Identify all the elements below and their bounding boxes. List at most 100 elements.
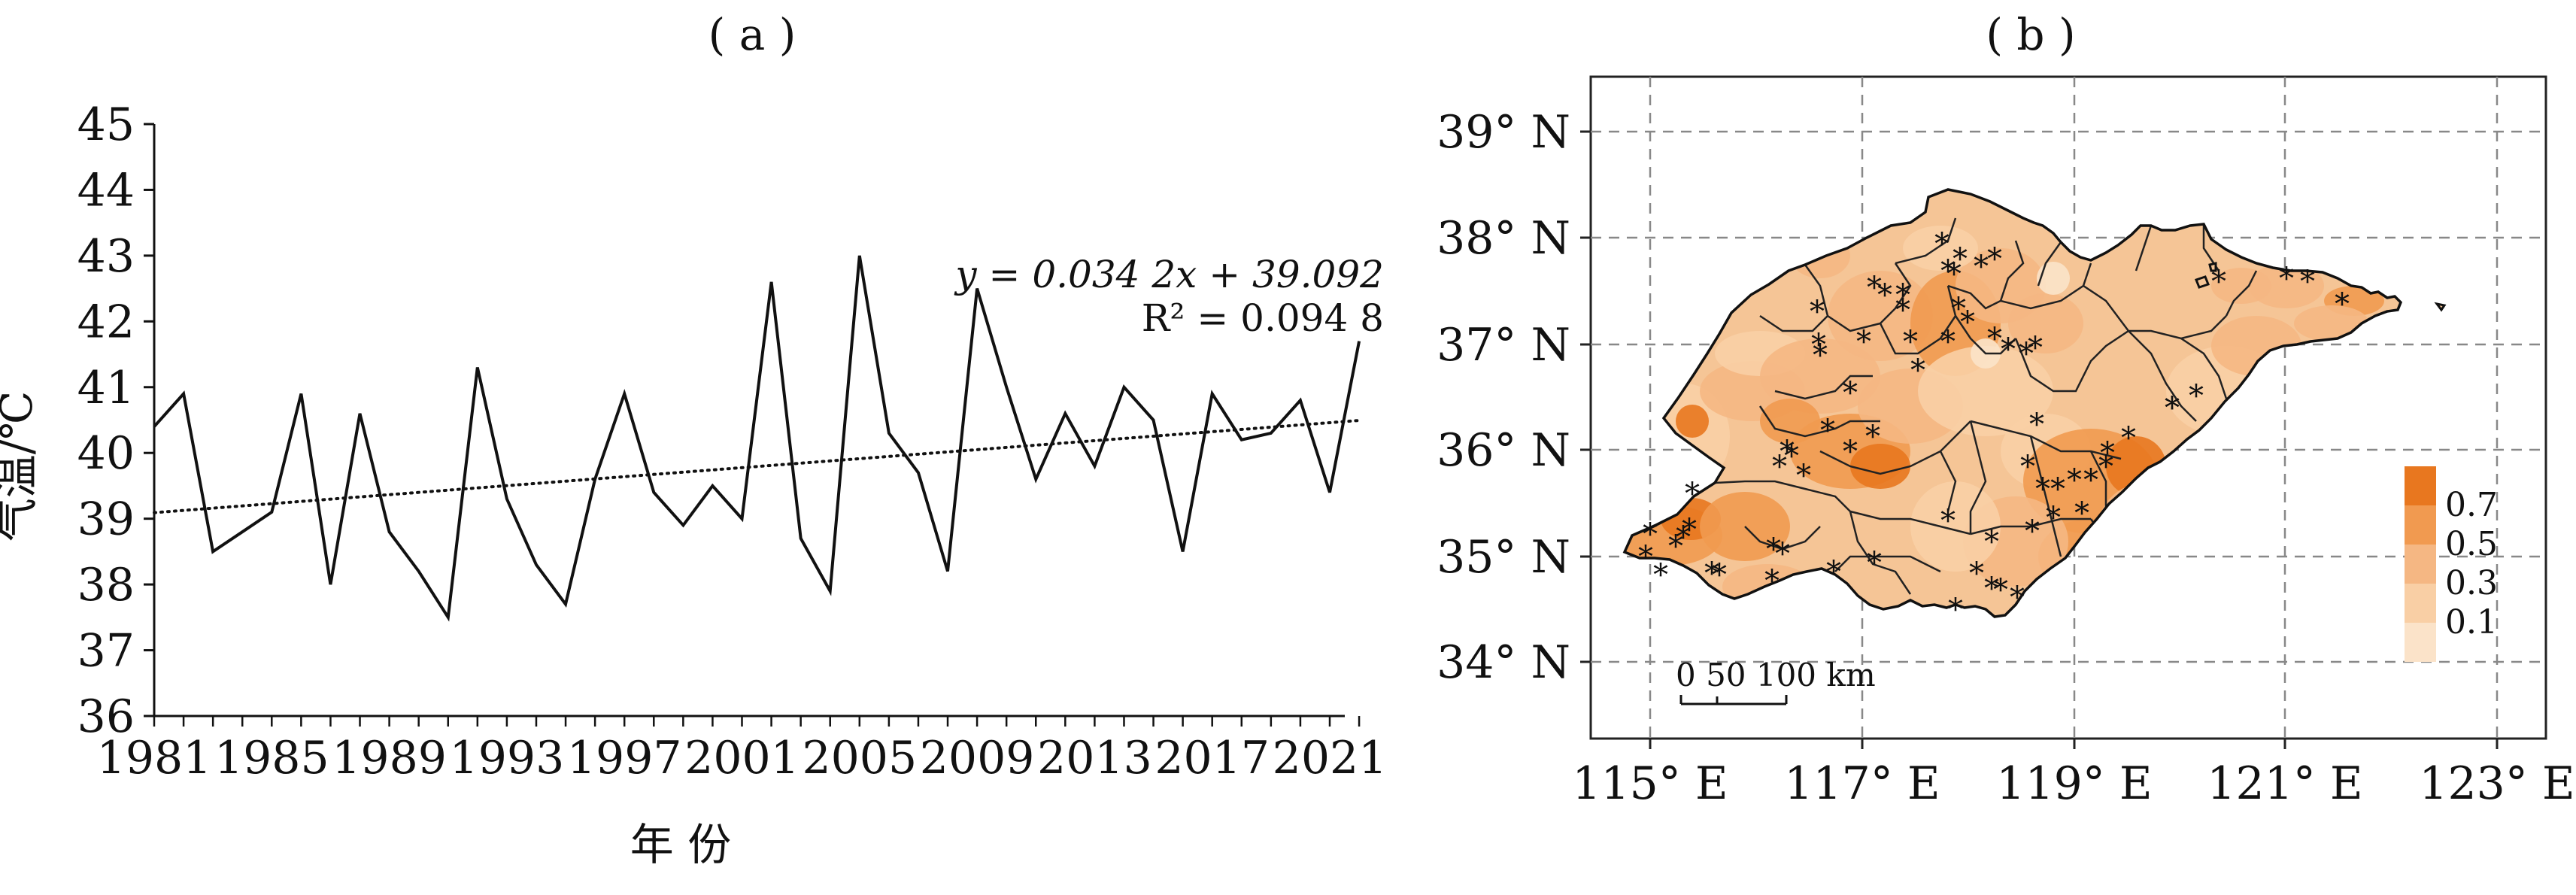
legend-label: 0.7 — [2445, 486, 2498, 524]
value-patch — [1676, 405, 1709, 438]
y-tick-label: 39 — [77, 493, 135, 546]
x-tick-label: 1989 — [332, 732, 447, 784]
x-tick-label: 2021 — [1273, 732, 1388, 784]
y-tick-label: 42 — [77, 296, 135, 348]
significance-marker: * — [1784, 439, 1799, 474]
significance-marker: * — [2121, 421, 2136, 456]
significance-marker: * — [2098, 450, 2113, 484]
significance-marker: * — [1903, 325, 1918, 360]
legend-swatch — [2405, 584, 2436, 623]
x-tick-label: 1997 — [567, 732, 682, 784]
islands — [2195, 262, 2447, 312]
y-axis-title: 气温/℃ — [0, 391, 42, 542]
x-tick-label: 2001 — [684, 732, 800, 784]
admin-border — [2180, 337, 2228, 399]
legend-label: 0.5 — [2445, 525, 2498, 563]
admin-border — [1895, 217, 1957, 265]
significance-marker: * — [2028, 331, 2043, 366]
significance-marker: * — [1948, 593, 1963, 627]
significance-marker: * — [1766, 532, 1781, 567]
significance-marker: * — [2050, 472, 2065, 507]
significance-marker: * — [2189, 379, 2204, 414]
admin-border — [2225, 270, 2258, 317]
significance-marker: * — [1969, 557, 1984, 591]
x-tick-label: 2013 — [1037, 732, 1152, 784]
longitude-labels: 115° E 117° E 119° E 121° E 123° E — [1572, 757, 2574, 810]
significance-marker: * — [1951, 292, 1966, 326]
significance-marker: * — [2165, 391, 2180, 426]
y-tick-label: 43 — [77, 230, 135, 283]
significance-marker: * — [2211, 265, 2226, 299]
significance-marker: * — [1676, 520, 1691, 555]
province-area — [1622, 188, 2447, 618]
shandong-map: ( b ) ** ******* ********* ****************… — [1437, 9, 2575, 810]
significance-marker: * — [1987, 322, 2002, 356]
scale-bar-line — [1679, 695, 1788, 705]
admin-border — [1849, 511, 1912, 595]
legend-swatch — [2405, 505, 2436, 545]
significance-marker: * — [1843, 435, 1858, 469]
significance-marker: * — [1704, 557, 1719, 591]
admin-border — [1879, 285, 1957, 355]
significance-marker: * — [2300, 265, 2315, 299]
admin-border — [2037, 241, 2062, 287]
x-tick-label: 1993 — [450, 732, 565, 784]
significance-marker: * — [1772, 450, 1787, 484]
significance-marker: * — [1826, 555, 1841, 590]
significance-marker: * — [2165, 391, 2180, 426]
significance-marker: * — [1952, 242, 1968, 277]
significance-marker: * — [1653, 558, 1668, 593]
significance-marker: * — [1810, 295, 1825, 329]
significance-marker: * — [2083, 463, 2098, 498]
series-lines — [153, 255, 1361, 622]
value-patches — [1625, 226, 2384, 609]
significance-marker: * — [1987, 242, 2002, 277]
panel-a-temperature-chart: ( a ) 36 37 38 39 40 41 42 43 44 45 1981 1985 1989 1… — [0, 9, 1388, 870]
admin-border — [1744, 526, 1821, 551]
latitude-label: 35° N — [1437, 531, 1570, 584]
legend-swatch — [2405, 466, 2436, 505]
significance-marker: * — [1934, 227, 1949, 262]
value-patch — [2106, 436, 2166, 496]
panel-a-label: ( a ) — [708, 9, 796, 60]
significance-marker: * — [1946, 257, 1962, 292]
value-patch — [2294, 305, 2369, 341]
value-patch — [1910, 481, 2001, 572]
longitude-label: 123° E — [2419, 757, 2574, 810]
value-patch — [1760, 399, 1820, 444]
x-tick-label: 1985 — [214, 732, 329, 784]
x-tick-label: 2005 — [802, 732, 917, 784]
longitude-label: 121° E — [2207, 757, 2362, 810]
admin-border — [1758, 405, 1880, 438]
significance-marker: * — [1712, 558, 1727, 593]
significance-marker: * — [1910, 353, 1925, 388]
trend-line — [153, 419, 1361, 514]
significance-marker: * — [1780, 435, 1795, 469]
significance-marker: * — [1895, 278, 1910, 313]
significance-marker: * — [1867, 271, 1882, 305]
admin-border — [2083, 284, 2227, 340]
significance-marker: * — [2067, 463, 2082, 498]
admin-border — [1774, 375, 1873, 400]
significance-marker: * — [1856, 325, 1871, 360]
significance-marker: * — [1820, 414, 1835, 448]
admin-border — [1939, 451, 1957, 512]
scale-bar: 0 50 100 km — [1676, 657, 1876, 705]
panel-b-label: ( b ) — [1986, 9, 2075, 60]
scale-bar-label: 0 50 100 km — [1676, 657, 1876, 693]
significance-marker: * — [1974, 250, 1989, 284]
significance-marker: * — [1775, 537, 1790, 572]
admin-border — [1969, 420, 1987, 534]
axes — [144, 123, 1361, 727]
x-tick-label: 2017 — [1154, 732, 1270, 784]
latitude-labels: 39° N 38° N 37° N 36° N 35° N 34° N — [1437, 106, 1570, 689]
y-tick-label: 41 — [77, 362, 135, 414]
significance-marker: * — [1940, 504, 1956, 539]
significance-marker: * — [1993, 573, 2008, 608]
latitude-label: 37° N — [1437, 319, 1570, 372]
significance-marker: * — [1813, 338, 1828, 373]
significance-marker: * — [1796, 459, 1811, 493]
significance-marker: * — [2035, 472, 2050, 507]
significance-marker: * — [1865, 420, 1880, 454]
